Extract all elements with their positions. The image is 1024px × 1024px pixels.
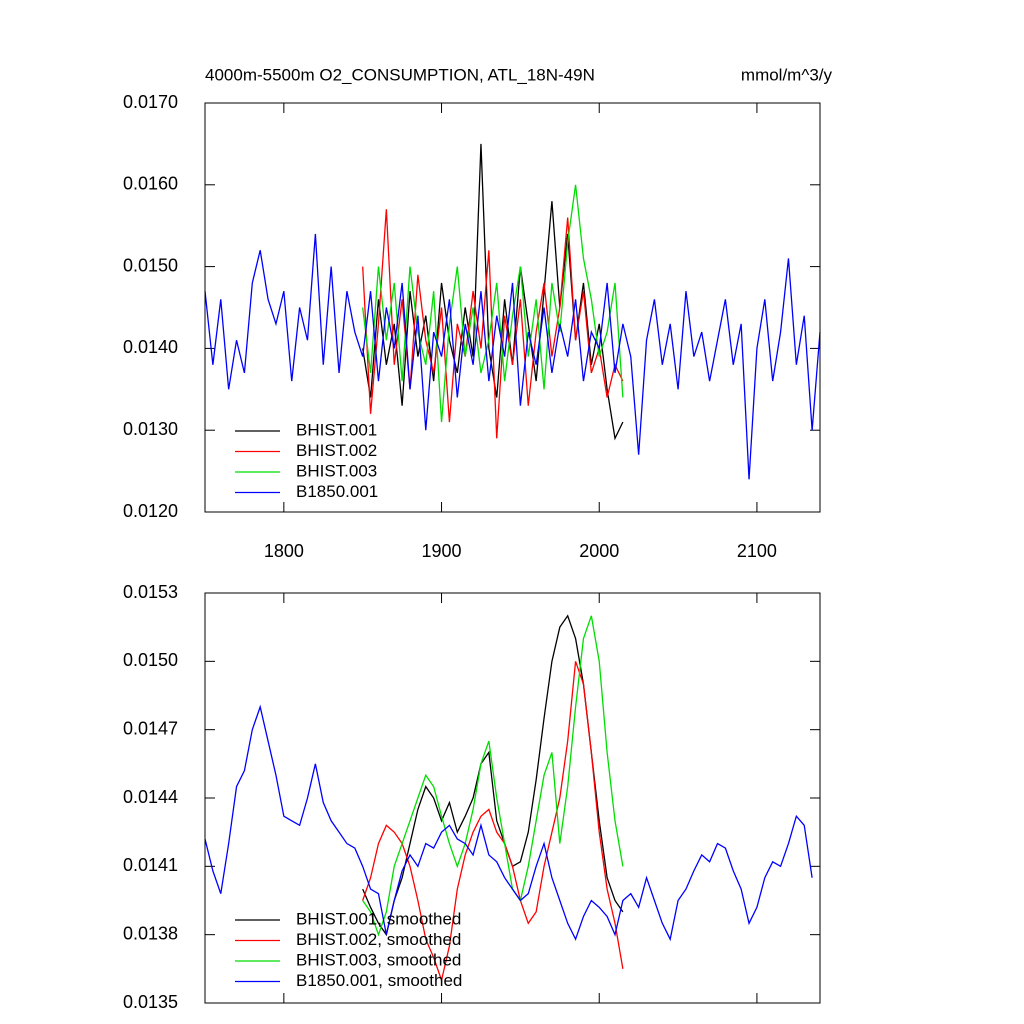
y-tick-label: 0.0153 [123,582,178,602]
y-tick-label: 0.0141 [123,855,178,875]
series-line [362,615,624,937]
x-tick-label: 1900 [422,541,462,561]
y-tick-label: 0.0130 [123,419,178,439]
chart-title: 4000m-5500m O2_CONSUMPTION, ATL_18N-49N [205,65,595,84]
series-line [204,704,813,942]
y-tick-label: 0.0140 [123,337,178,357]
y-tick-label: 0.0138 [123,923,178,943]
y-tick-label: 0.0160 [123,174,178,194]
legend-label: BHIST.002, smoothed [296,930,461,949]
legend-label: BHIST.001 [296,420,377,439]
legend-label: B1850.001 [296,482,378,501]
series-line [204,233,821,480]
x-tick-label: 2100 [737,541,777,561]
legend-label: B1850.001, smoothed [296,971,462,990]
y-tick-label: 0.0150 [123,255,178,275]
y-tick-label: 0.0144 [123,787,178,807]
series-line [362,184,624,423]
y-tick-label: 0.0147 [123,718,178,738]
legend-label: BHIST.002 [296,441,377,460]
y-tick-label: 0.0170 [123,92,178,112]
y-tick-label: 0.0120 [123,501,178,521]
x-tick-label: 2000 [579,541,619,561]
plot-frame [204,592,821,1004]
units-label: mmol/m^3/y [741,65,833,84]
y-tick-label: 0.0135 [123,992,178,1012]
y-tick-label: 0.0150 [123,650,178,670]
plot-frame [204,102,821,513]
legend-label: BHIST.003, smoothed [296,950,461,969]
x-tick-label: 1800 [264,541,304,561]
legend-label: BHIST.001, smoothed [296,909,461,928]
series-line [362,614,624,937]
legend-label: BHIST.003 [296,461,377,480]
